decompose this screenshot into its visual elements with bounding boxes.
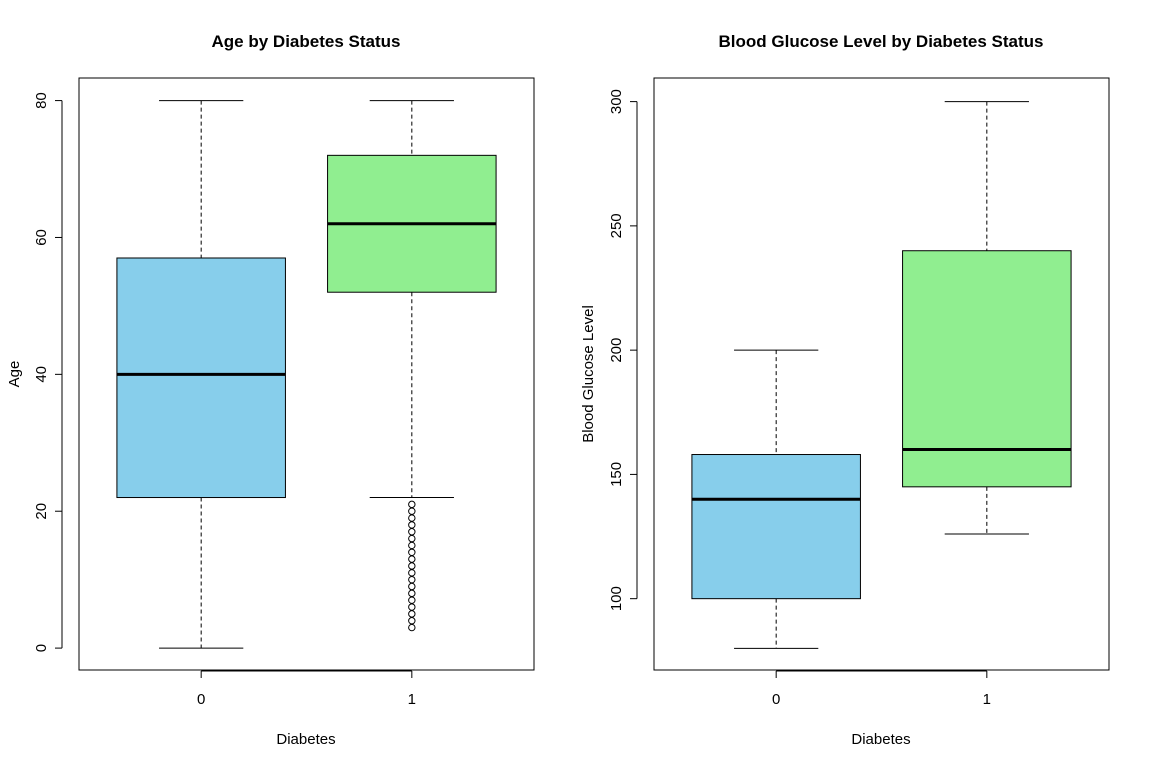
- outlier-point: [408, 623, 416, 632]
- y-tick-label: 100: [608, 586, 625, 611]
- outlier-point: [408, 617, 416, 625]
- y-tick-label: 60: [33, 229, 50, 246]
- y-tick-label: 250: [608, 213, 625, 238]
- y-tick-label: 40: [33, 366, 50, 383]
- outlier-point: [408, 500, 416, 509]
- outlier-point: [408, 582, 416, 591]
- outlier-point: [408, 562, 416, 570]
- plot-frame: [78, 77, 535, 671]
- outlier-point: [408, 528, 416, 536]
- outlier-point: [408, 548, 416, 556]
- x-axis-label: Diabetes: [276, 731, 335, 748]
- outlier-point: [408, 596, 416, 604]
- outlier-point: [408, 514, 416, 522]
- iqr-box: [902, 250, 1072, 488]
- outlier-point: [408, 610, 416, 618]
- x-tick-label: 1: [408, 691, 416, 708]
- outlier-point: [408, 603, 416, 611]
- outlier-point: [408, 521, 416, 529]
- x-tick-label: 0: [772, 691, 780, 708]
- x-tick-label: 0: [197, 691, 205, 708]
- outlier-point: [408, 589, 416, 598]
- y-axis: 100 150 200 250 300: [608, 89, 638, 611]
- y-tick-label: 300: [608, 89, 625, 114]
- y-tick-label: 20: [33, 503, 50, 520]
- y-axis: 0 20 40 60 80: [33, 92, 63, 652]
- chart-title: Age by Diabetes Status: [212, 32, 401, 51]
- outlier-point: [408, 569, 416, 577]
- y-tick-label: 200: [608, 338, 625, 363]
- box-0: [116, 100, 286, 649]
- y-tick-label: 150: [608, 462, 625, 487]
- iqr-box: [116, 257, 286, 499]
- x-tick-label: 1: [983, 691, 991, 708]
- iqr-box: [691, 454, 861, 600]
- box-0: [691, 349, 861, 649]
- y-tick-label: 0: [33, 644, 50, 652]
- x-axis-label: Diabetes: [851, 731, 910, 748]
- outlier-point: [408, 534, 416, 543]
- outlier-point: [408, 555, 416, 563]
- box-1: [902, 101, 1072, 535]
- outlier-point: [408, 541, 416, 550]
- y-axis-label: Blood Glucose Level: [580, 305, 597, 443]
- age-boxplot-panel: Age by Diabetes Status Diabetes Age 0 20 4…: [6, 32, 535, 748]
- boxes: [116, 100, 497, 649]
- outlier-point: [408, 575, 416, 584]
- box-1: [327, 100, 497, 632]
- glucose-boxplot-panel: Blood Glucose Level by Diabetes Status D…: [580, 32, 1110, 748]
- plot-frame: [653, 77, 1110, 671]
- boxes: [691, 101, 1072, 649]
- chart-title: Blood Glucose Level by Diabetes Status: [719, 32, 1044, 51]
- outlier-point: [408, 507, 416, 515]
- y-tick-label: 80: [33, 92, 50, 109]
- y-axis-label: Age: [6, 361, 23, 388]
